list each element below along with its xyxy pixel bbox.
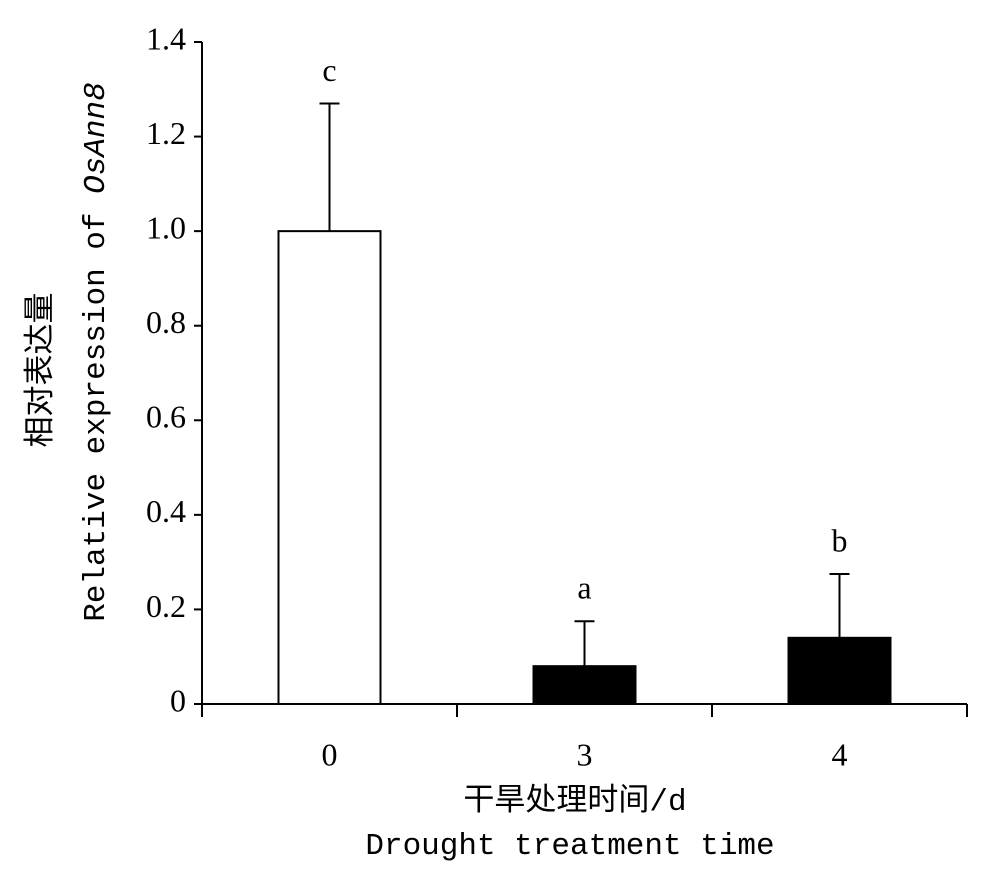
y-axis-label-text: Relative expression of (79, 212, 114, 621)
y-tick-label: 1.2 (146, 115, 186, 151)
y-tick-label: 0 (170, 682, 186, 718)
significance-label: c (322, 52, 336, 88)
x-tick-label: 4 (832, 736, 848, 772)
y-tick-label: 0.6 (146, 399, 186, 435)
y-tick-label: 1.4 (146, 20, 186, 56)
x-tick-label: 0 (322, 736, 338, 772)
bar (277, 230, 382, 705)
y-axis-label-en: Relative expression of OsAnn8 (79, 82, 114, 622)
y-axis-label-gene: OsAnn8 (79, 82, 114, 194)
significance-label: b (832, 522, 848, 558)
error-bar (319, 102, 340, 232)
error-bar (829, 572, 850, 638)
y-tick-label: 0.4 (146, 493, 186, 529)
bar (787, 636, 892, 705)
significance-label: a (577, 570, 591, 606)
x-axis-label-cn: 干旱处理时间/d (463, 783, 686, 820)
y-tick-label: 0.2 (146, 588, 186, 624)
x-axis-label-en: Drought treatment time (365, 829, 774, 864)
x-tick-label: 3 (577, 736, 593, 772)
y-axis-label-cn: 相对表达量 (23, 293, 60, 448)
bar (532, 665, 637, 706)
y-tick-label: 1.0 (146, 209, 186, 245)
error-bar (574, 620, 595, 667)
y-tick-label: 0.8 (146, 304, 186, 340)
